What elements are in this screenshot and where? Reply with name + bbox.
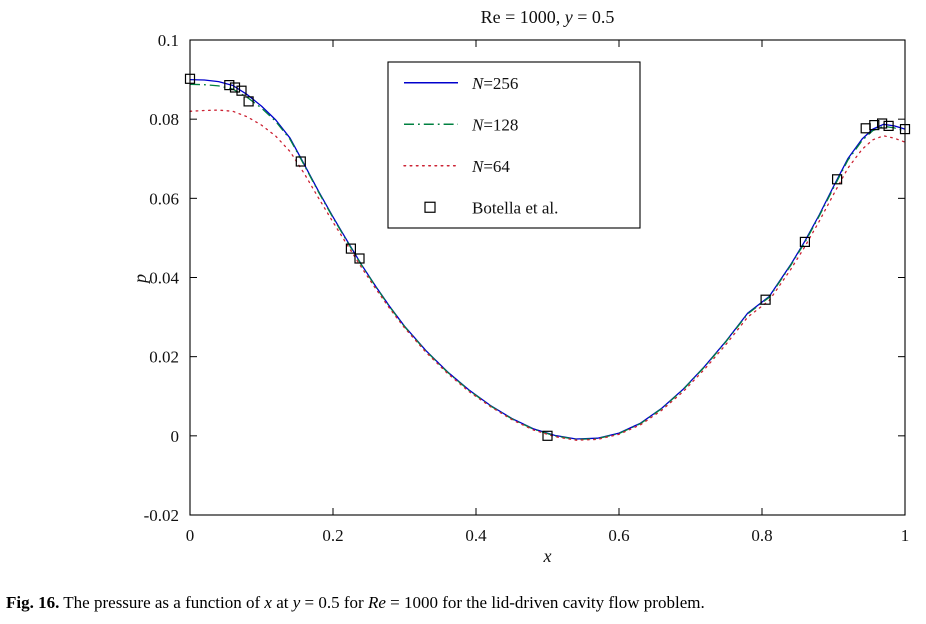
marker-square — [224, 79, 235, 91]
marker-square — [295, 156, 306, 167]
legend-marker-square — [424, 201, 436, 213]
legend-label: N=64 — [471, 157, 510, 176]
chart-title: Re = 1000, y = 0.5 — [480, 7, 615, 27]
marker-square — [243, 96, 254, 107]
y-tick-label: -0.02 — [144, 506, 179, 525]
marker-square — [869, 119, 880, 131]
y-tick-label: 0 — [171, 427, 180, 446]
y-tick-label: 0.02 — [149, 348, 179, 367]
marker-square — [831, 174, 843, 185]
marker-square — [799, 236, 811, 247]
x-tick-label: 0.6 — [608, 526, 629, 545]
legend-box — [387, 61, 641, 229]
x-tick-label: 0 — [186, 526, 195, 545]
marker-square — [542, 430, 553, 441]
legend-label: N=128 — [471, 115, 518, 134]
y-tick-label: 0.08 — [149, 110, 179, 129]
legend-label: N=256 — [471, 74, 518, 93]
x-tick-label: 0.2 — [322, 526, 343, 545]
series-line-N-64 — [189, 109, 906, 441]
marker-square — [229, 82, 241, 93]
marker-square — [860, 123, 871, 134]
marker-square — [354, 253, 365, 264]
x-tick-label: 0.8 — [751, 526, 772, 545]
figure-caption: Fig. 16. The pressure as a function of x… — [6, 593, 705, 612]
plot-area: 0 0.2 0.4 0.6 0.8 1 -0.02 0 0.02 0.04 0.06 0.08 0.1 N… — [144, 31, 911, 545]
marker-square — [876, 118, 888, 129]
series-line-N-128 — [189, 83, 906, 441]
x-axis-label: x — [543, 546, 552, 566]
y-tick-label: 0.04 — [149, 269, 179, 288]
x-tick-label: 1 — [901, 526, 910, 545]
x-tick-label: 0.4 — [465, 526, 487, 545]
marker-square — [236, 85, 247, 96]
y-tick-label: 0.1 — [158, 31, 179, 50]
y-tick-label: 0.06 — [149, 189, 179, 208]
legend-label: Botella et al. — [472, 198, 558, 217]
marker-square — [883, 120, 894, 132]
marker-square — [760, 294, 771, 305]
marker-square — [345, 243, 356, 254]
